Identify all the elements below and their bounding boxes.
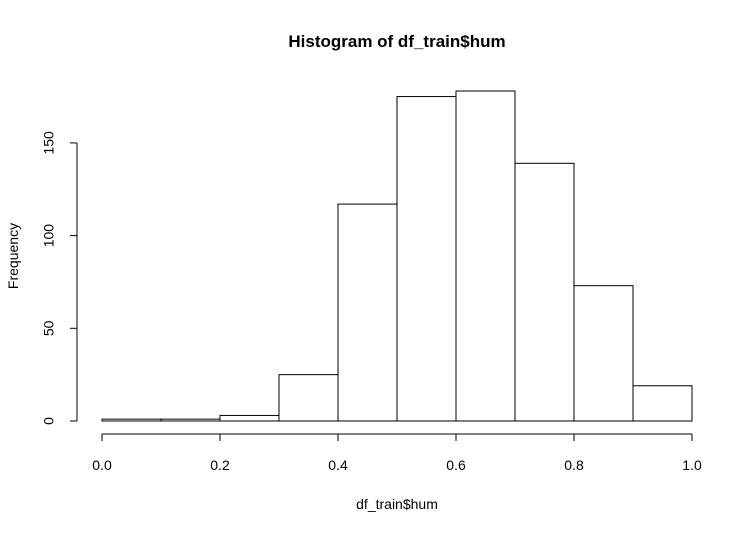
y-tick-label-3: 150: [41, 131, 57, 155]
y-tick-label-1: 50: [41, 320, 57, 336]
chart-title: Histogram of df_train$hum: [288, 32, 505, 51]
y-axis-label: Frequency: [5, 223, 21, 289]
y-axis: 0 50 100 150: [41, 131, 78, 425]
histogram-bar-4: [337, 203, 398, 422]
y-tick-label-0: 0: [41, 417, 57, 425]
histogram-bar-3: [278, 374, 339, 422]
histogram-bar-0: [101, 418, 162, 422]
histogram-bar-7: [514, 162, 575, 422]
histogram-bars: [101, 90, 693, 422]
histogram-bar-6: [455, 90, 516, 422]
x-tick-label-1: 0.2: [210, 457, 230, 473]
x-axis: 0.0 0.2 0.4 0.6 0.8 1.0: [92, 433, 702, 473]
histogram-bar-2: [219, 414, 280, 422]
x-tick-label-3: 0.6: [446, 457, 466, 473]
y-tick-label-2: 100: [41, 224, 57, 248]
x-tick-label-4: 0.8: [564, 457, 584, 473]
x-tick-label-0: 0.0: [92, 457, 112, 473]
histogram-bar-5: [396, 96, 457, 422]
x-tick-label-5: 1.0: [682, 457, 702, 473]
histogram-bar-8: [573, 285, 634, 422]
histogram-bar-1: [160, 418, 221, 422]
x-tick-label-2: 0.4: [328, 457, 348, 473]
histogram-bar-9: [632, 385, 693, 422]
x-axis-label: df_train$hum: [356, 496, 438, 512]
